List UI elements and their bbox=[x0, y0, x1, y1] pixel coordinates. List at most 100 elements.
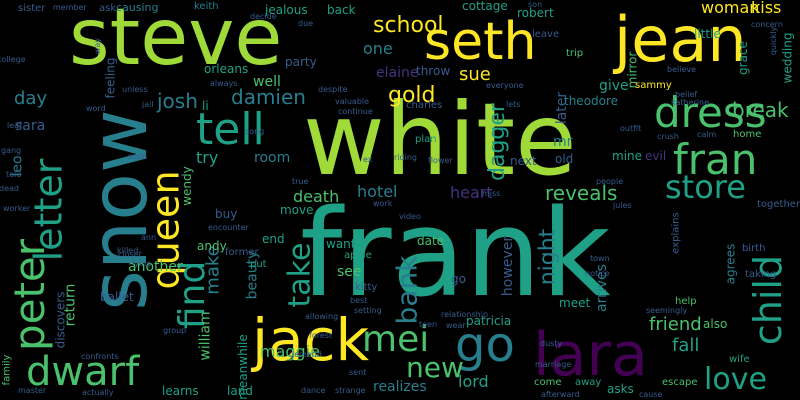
cloud-word: gang bbox=[1, 146, 22, 155]
cloud-word: escape bbox=[662, 377, 698, 388]
cloud-word: little bbox=[694, 27, 721, 41]
cloud-word: jules bbox=[613, 201, 632, 210]
cloud-word: valuable bbox=[335, 97, 370, 106]
cloud-word: jean bbox=[614, 3, 747, 76]
cloud-word: family bbox=[1, 354, 13, 386]
cloud-word: peter bbox=[5, 238, 55, 352]
cloud-word: best bbox=[350, 296, 368, 305]
cloud-word: give bbox=[599, 78, 629, 94]
cloud-word: sue bbox=[459, 64, 491, 85]
cloud-word: son bbox=[528, 0, 543, 9]
cloud-word: plan bbox=[415, 134, 437, 145]
cloud-word: allowing bbox=[305, 312, 339, 321]
cloud-word: sent bbox=[349, 368, 367, 377]
cloud-word: katherine bbox=[671, 98, 710, 107]
cloud-word: cause bbox=[639, 390, 663, 399]
cloud-word: new bbox=[406, 351, 464, 384]
cloud-word: come bbox=[534, 377, 562, 388]
cloud-word: another bbox=[128, 259, 183, 275]
cloud-word: wife bbox=[729, 354, 750, 365]
cloud-word: patricia bbox=[466, 314, 512, 328]
cloud-word: song bbox=[245, 127, 265, 136]
cloud-word: teen bbox=[419, 320, 438, 329]
cloud-word: fall bbox=[672, 335, 700, 356]
cloud-word: asks bbox=[607, 382, 634, 396]
cloud-word: school bbox=[373, 13, 444, 38]
cloud-word: dress bbox=[654, 88, 767, 137]
cloud-word: afterward bbox=[541, 390, 580, 399]
cloud-word: told bbox=[6, 170, 22, 179]
cloud-word: theodore bbox=[564, 94, 619, 108]
cloud-word: due bbox=[298, 19, 314, 28]
cloud-word: jealous bbox=[265, 3, 308, 17]
cloud-word: causing bbox=[116, 1, 159, 14]
cloud-word: ballet bbox=[100, 290, 134, 304]
cloud-word: old bbox=[555, 152, 574, 166]
cloud-word: sara bbox=[15, 118, 46, 134]
cloud-word: ex bbox=[363, 155, 373, 164]
cloud-word: night bbox=[535, 228, 561, 286]
cloud-word: dagger bbox=[484, 103, 510, 181]
cloud-word: concern bbox=[751, 20, 783, 29]
cloud-word: worker bbox=[3, 204, 31, 213]
cloud-word: birth bbox=[742, 243, 766, 254]
cloud-word: frank bbox=[300, 185, 611, 324]
cloud-word: riding bbox=[394, 153, 417, 162]
cloud-word: lets bbox=[506, 100, 521, 109]
cloud-word: feeling bbox=[103, 57, 118, 99]
cloud-word: believe bbox=[667, 65, 697, 74]
cloud-word: gold bbox=[388, 83, 436, 108]
cloud-word: date bbox=[417, 234, 445, 248]
cloud-word: maggie bbox=[260, 342, 320, 361]
cloud-word: work bbox=[373, 199, 393, 208]
cloud-word: kitty bbox=[355, 282, 378, 293]
cloud-word: master bbox=[18, 386, 47, 395]
cloud-word: way bbox=[93, 37, 103, 55]
cloud-word: strange bbox=[335, 386, 366, 395]
cloud-word: mine bbox=[612, 149, 643, 163]
cloud-word: well bbox=[253, 74, 281, 90]
cloud-word: despite bbox=[318, 85, 348, 94]
cloud-word: orleans bbox=[204, 62, 249, 76]
cloud-word: wear bbox=[446, 321, 466, 330]
cloud-word: move bbox=[280, 203, 314, 217]
cloud-word: encounter bbox=[208, 223, 249, 232]
cloud-word: dead bbox=[0, 184, 19, 193]
cloud-word: trip bbox=[566, 48, 584, 59]
cloud-word: agrees bbox=[723, 243, 738, 285]
cloud-word: want bbox=[326, 237, 356, 251]
cloud-word: relationship bbox=[441, 310, 489, 319]
cloud-word: keith bbox=[194, 1, 219, 12]
cloud-word: mr bbox=[553, 134, 573, 150]
cloud-word: help bbox=[675, 296, 697, 307]
cloud-word: leave bbox=[532, 29, 560, 40]
cloud-word: store bbox=[665, 168, 746, 206]
cloud-word: friend bbox=[649, 314, 702, 335]
cloud-word: discovers bbox=[53, 291, 68, 349]
cloud-word: hotel bbox=[357, 182, 398, 201]
cloud-word: robert bbox=[517, 6, 554, 20]
cloud-word: outfit bbox=[620, 124, 642, 133]
cloud-word: everyone bbox=[486, 81, 524, 90]
cloud-word: sister bbox=[18, 3, 46, 14]
cloud-word: seth bbox=[424, 12, 537, 72]
cloud-word: explains bbox=[670, 212, 682, 254]
cloud-word: people bbox=[596, 177, 624, 186]
cloud-word: party bbox=[285, 55, 317, 69]
cloud-word: white bbox=[303, 81, 577, 198]
cloud-word: break bbox=[732, 98, 789, 122]
cloud-word: dwarf bbox=[26, 349, 140, 395]
cloud-word: woman bbox=[701, 0, 760, 17]
cloud-word: next bbox=[510, 154, 537, 168]
cloud-word: room bbox=[254, 150, 291, 166]
cloud-word: meanwhile bbox=[235, 334, 250, 400]
cloud-word: death bbox=[293, 187, 340, 206]
cloud-word: forest bbox=[309, 331, 333, 340]
cloud-word: setting bbox=[354, 306, 382, 315]
cloud-word: quickly bbox=[769, 26, 779, 56]
cloud-word: back bbox=[327, 3, 356, 17]
cloud-word: home bbox=[733, 129, 762, 140]
cloud-word: killed bbox=[117, 246, 139, 255]
cloud-word: jail bbox=[142, 100, 154, 109]
